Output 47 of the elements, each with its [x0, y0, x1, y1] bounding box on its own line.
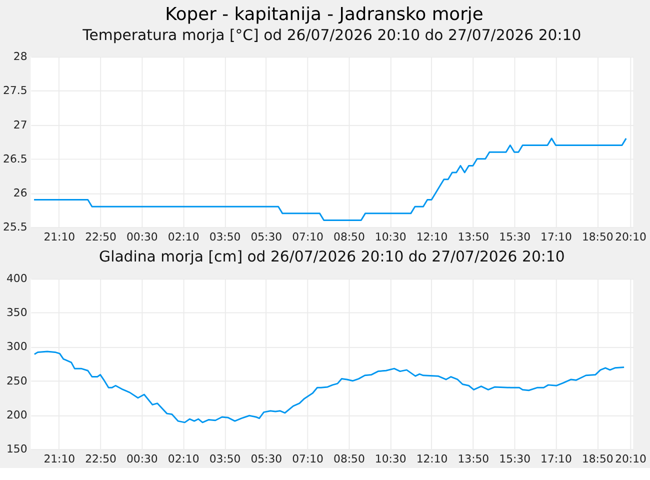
line-series: [33, 138, 627, 221]
chart-subtitle: Temperatura morja [°C] od 26/07/2026 20:10 do 27/07/2026 20:10: [82, 26, 582, 44]
y-tick-label: 26: [13, 186, 28, 200]
x-tick-label: 02:10: [168, 230, 200, 244]
x-tick-label: 10:30: [374, 452, 406, 466]
chart-title: Koper - kapitanija - Jadransko morje: [165, 4, 484, 25]
x-tick-label: 03:50: [209, 452, 241, 466]
x-tick-label: 20:10: [615, 230, 646, 244]
x-tick-label: 17:10: [540, 452, 572, 466]
x-tick-label: 17:10: [540, 230, 572, 244]
y-tick-label: 350: [6, 306, 28, 320]
x-tick-label: 18:50: [582, 230, 614, 244]
x-tick-label: 13:50: [458, 452, 490, 466]
x-tick-label: 08:50: [334, 230, 365, 244]
y-tick-label: 300: [6, 340, 28, 354]
y-tick-label: 27.5: [3, 84, 28, 98]
x-tick-label: 22:50: [85, 452, 117, 466]
y-tick-label: 27: [13, 118, 28, 132]
x-tick-label: 15:30: [499, 230, 531, 244]
x-tick-label: 00:30: [126, 452, 158, 466]
y-tick-label: 28: [13, 50, 28, 64]
y-tick-label: 200: [6, 408, 28, 422]
x-tick-label: 05:30: [250, 230, 282, 244]
x-tick-label: 10:30: [374, 230, 406, 244]
x-tick-label: 00:30: [126, 230, 158, 244]
x-tick-label: 20:10: [615, 452, 646, 466]
x-tick-label: 21:10: [44, 230, 76, 244]
y-tick-label: 250: [6, 374, 28, 388]
x-tick-label: 07:10: [292, 452, 324, 466]
x-tick-label: 02:10: [168, 452, 200, 466]
chart-title: Gladina morja [cm] od 26/07/2026 20:10 do 27/07/2026 20:10: [99, 248, 565, 266]
x-tick-label: 22:50: [85, 230, 117, 244]
y-tick-label: 25.5: [3, 220, 28, 234]
x-tick-label: 21:10: [44, 452, 76, 466]
x-tick-label: 18:50: [582, 452, 614, 466]
x-tick-label: 03:50: [209, 230, 241, 244]
x-tick-label: 07:10: [292, 230, 324, 244]
y-tick-label: 400: [6, 272, 28, 286]
line-series: [34, 350, 625, 424]
x-tick-label: 12:10: [416, 230, 448, 244]
x-tick-label: 15:30: [499, 452, 531, 466]
x-tick-label: 12:10: [416, 452, 448, 466]
x-tick-label: 05:30: [250, 452, 282, 466]
y-tick-label: 150: [6, 442, 28, 456]
y-tick-label: 26.5: [3, 152, 28, 166]
x-tick-label: 13:50: [458, 230, 490, 244]
x-tick-label: 08:50: [334, 452, 365, 466]
